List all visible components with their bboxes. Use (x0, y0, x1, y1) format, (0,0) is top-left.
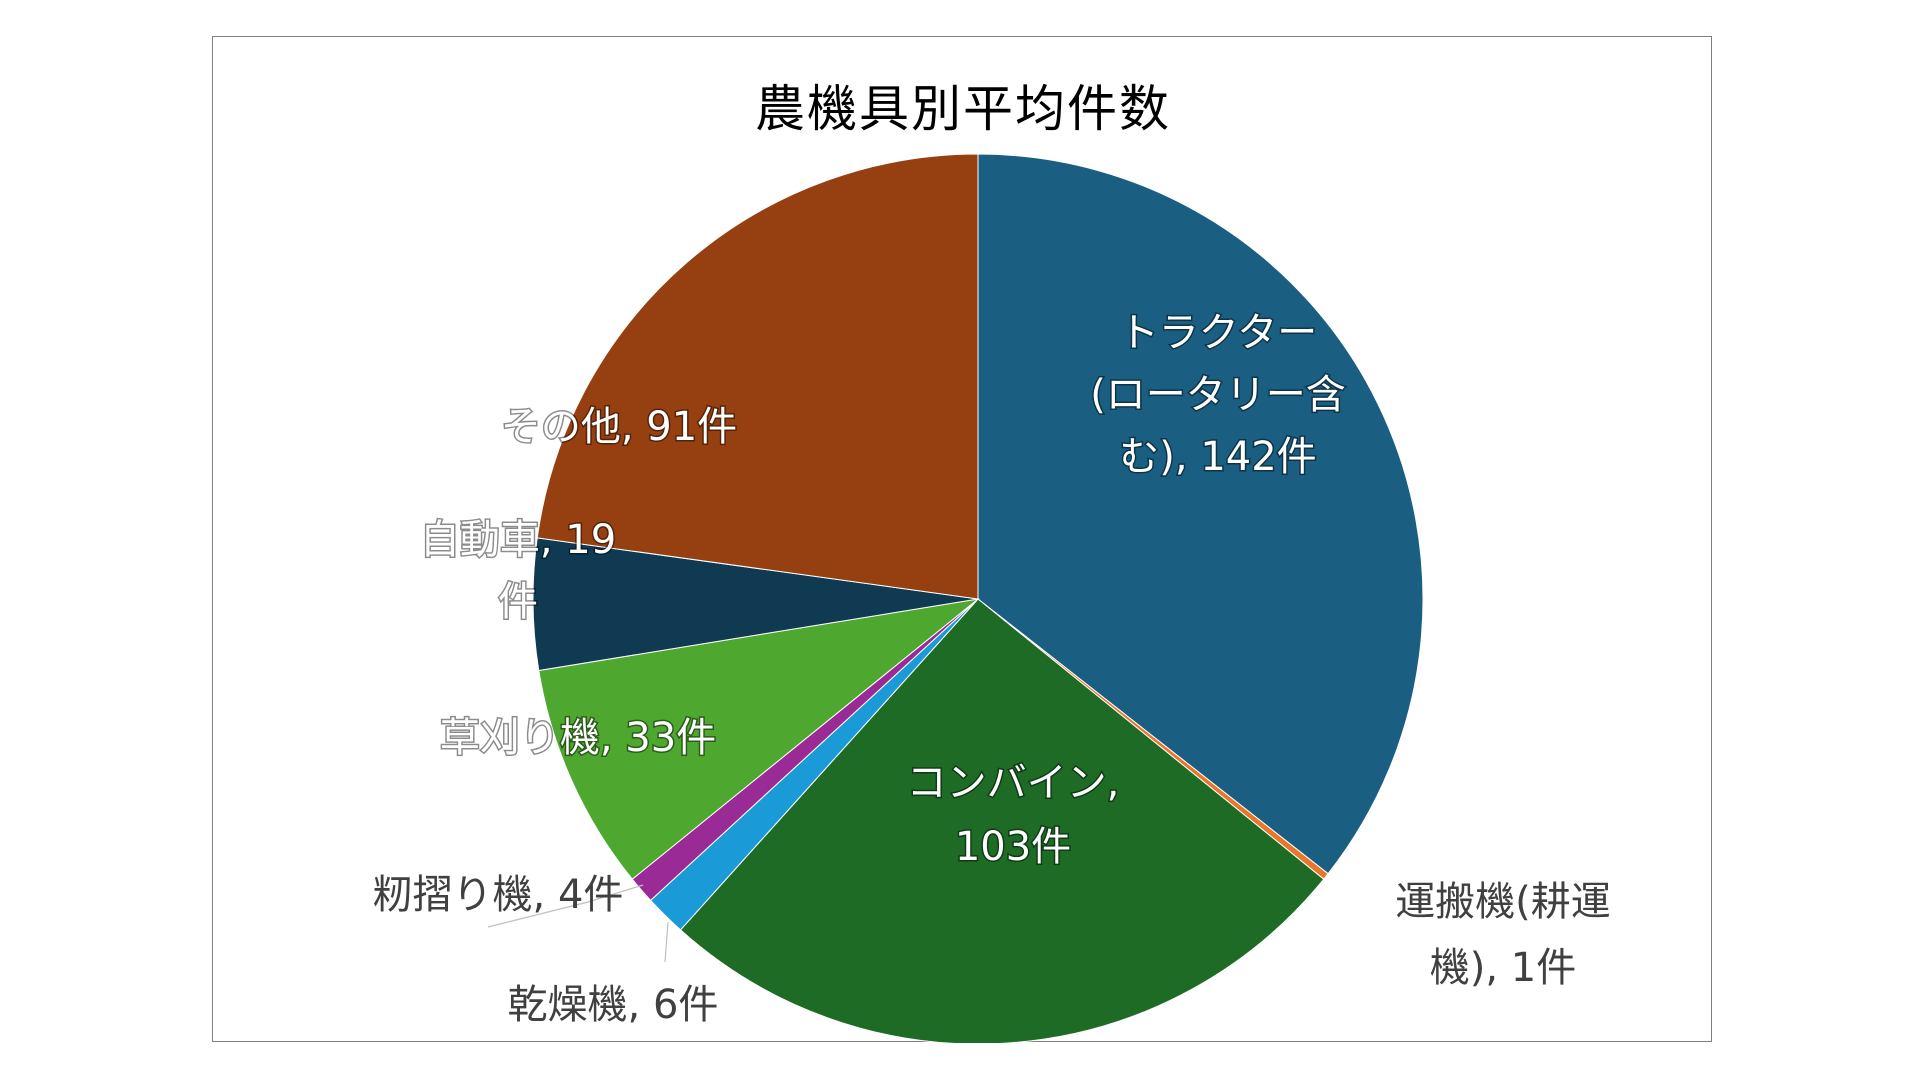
leader-line (487, 884, 644, 928)
pie-slice (679, 598, 1325, 1043)
pie-slice (536, 153, 979, 600)
data-label: 103件 (955, 824, 1071, 870)
data-label: コンバイン, (907, 760, 1120, 806)
data-label: (ロータリー含 (1090, 372, 1346, 418)
chart-title: 農機具別平均件数 (755, 80, 1171, 138)
data-label: 件 (498, 579, 538, 625)
data-label: 自動車, 19 (420, 517, 616, 563)
chart-frame: 農機具別平均件数 トラクター (ロータリー含 む), 142件運搬機(耕運 機), 1… (212, 36, 1712, 1043)
data-label: む), 142件 (1119, 434, 1316, 480)
data-label: トラクター (1119, 310, 1317, 356)
data-label: 運搬機(耕運 (1395, 879, 1611, 925)
data-label: 草刈り機, 33件 (440, 715, 716, 761)
data-label: その他, 91件 (501, 404, 737, 450)
data-label: 乾燥機, 6件 (508, 982, 719, 1028)
leader-line (664, 921, 669, 963)
data-label: 籾摺り機, 4件 (373, 872, 624, 918)
pie-slice (538, 598, 980, 880)
data-label: 機), 1件 (1430, 945, 1576, 991)
pie-slice (977, 153, 1424, 875)
